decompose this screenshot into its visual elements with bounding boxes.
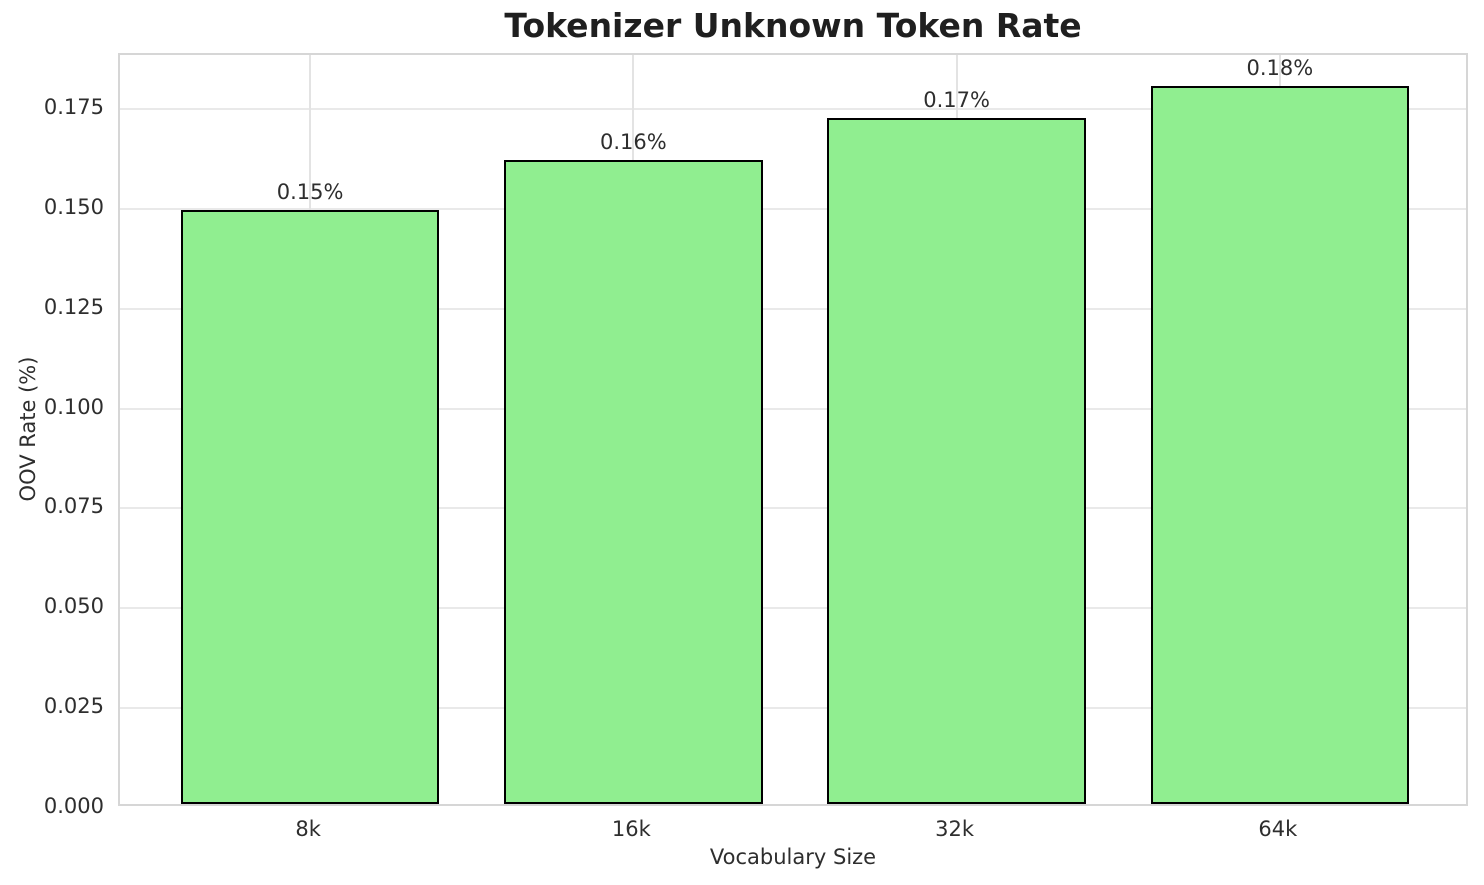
plot-area: 0.15% 0.16% 0.17% 0.18% [118,53,1468,806]
bar-16k [504,160,763,804]
x-tick-label-8k: 8k [295,817,321,841]
y-tick-label: 0.175 [43,94,104,119]
x-tick-label-64k: 64k [1258,817,1298,841]
x-tick-label-16k: 16k [611,817,651,841]
y-tick-label: 0.150 [43,194,104,219]
bar-8k [180,210,440,804]
gridline-horizontal [120,207,1466,210]
y-tick-label: 0.100 [43,394,104,419]
bar-value-label: 0.18% [1246,56,1314,81]
gridline-horizontal [120,107,1466,110]
gridline-horizontal [120,407,1466,410]
y-tick-label: 0.025 [43,694,104,719]
gridline-horizontal [120,307,1466,310]
bar-64k [1150,86,1410,804]
y-axis-label: OOV Rate (%) [16,356,40,502]
bar-value-label: 0.15% [276,180,344,204]
chart-title: Tokenizer Unknown Token Rate [504,6,1082,45]
gridline-horizontal [120,707,1466,710]
bar-value-label: 0.16% [600,130,667,155]
y-tick-label: 0.000 [43,794,104,818]
x-tick-label-32k: 32k [935,817,975,841]
y-tick-label: 0.050 [43,594,104,619]
bar-value-label: 0.17% [923,88,990,113]
gridline-horizontal [120,607,1466,610]
y-tick-label: 0.075 [43,494,104,519]
gridline-horizontal [120,507,1466,510]
x-axis-label: Vocabulary Size [709,845,877,869]
y-tick-label: 0.125 [43,294,104,319]
bar-32k [827,118,1086,804]
